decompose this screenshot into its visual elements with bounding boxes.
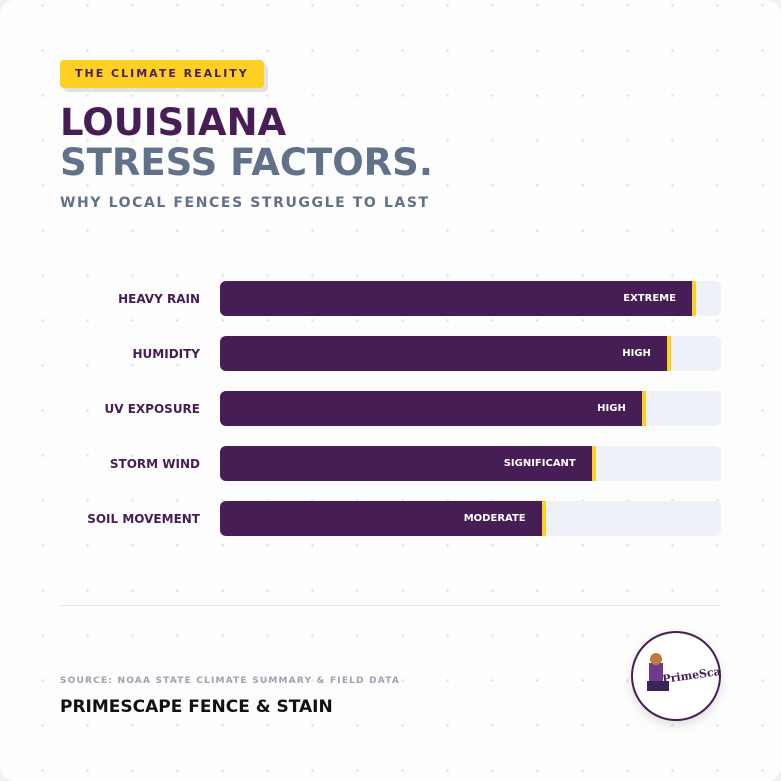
category-label: STORM WIND	[109, 457, 200, 471]
svg-text:PrimeScape: PrimeScape	[662, 663, 719, 686]
brand-logo: PrimeScape	[631, 631, 736, 721]
bar-level-label: HIGH	[597, 403, 626, 414]
category-label: HEAVY RAIN	[118, 292, 200, 306]
section-badge: THE CLIMATE REALITY	[60, 60, 264, 88]
category-label: SOIL MOVEMENT	[87, 512, 200, 526]
category-label: HUMIDITY	[132, 347, 201, 361]
bar-level-label: MODERATE	[463, 513, 526, 524]
subtitle: WHY LOCAL FENCES STRUGGLE TO LAST	[60, 195, 430, 211]
bar-level-label: HIGH	[622, 348, 651, 359]
category-label: UV EXPOSURE	[104, 402, 200, 416]
brand-name: PRIMESCAPE FENCE & STAIN	[60, 697, 333, 717]
bar-level-label: EXTREME	[623, 293, 676, 304]
bar: EXTREME	[220, 281, 696, 316]
title-line-2: STRESS FACTORS.	[60, 141, 433, 184]
logo-mascot-icon: PrimeScape	[647, 653, 736, 691]
title-line-1: LOUISIANA	[60, 101, 287, 144]
source-note: SOURCE: NOAA STATE CLIMATE SUMMARY & FIE…	[60, 676, 401, 686]
bar-track: MODERATE	[220, 501, 721, 536]
bar-track: SIGNIFICANT	[220, 446, 721, 481]
bar: MODERATE	[220, 501, 546, 536]
bar-track: HIGH	[220, 336, 721, 371]
bar-track: EXTREME	[220, 281, 721, 316]
bar: HIGH	[220, 336, 671, 371]
bar: HIGH	[220, 391, 646, 426]
bar: SIGNIFICANT	[220, 446, 596, 481]
bar-track: HIGH	[220, 391, 721, 426]
divider	[60, 605, 721, 606]
bar-level-label: SIGNIFICANT	[503, 458, 576, 469]
